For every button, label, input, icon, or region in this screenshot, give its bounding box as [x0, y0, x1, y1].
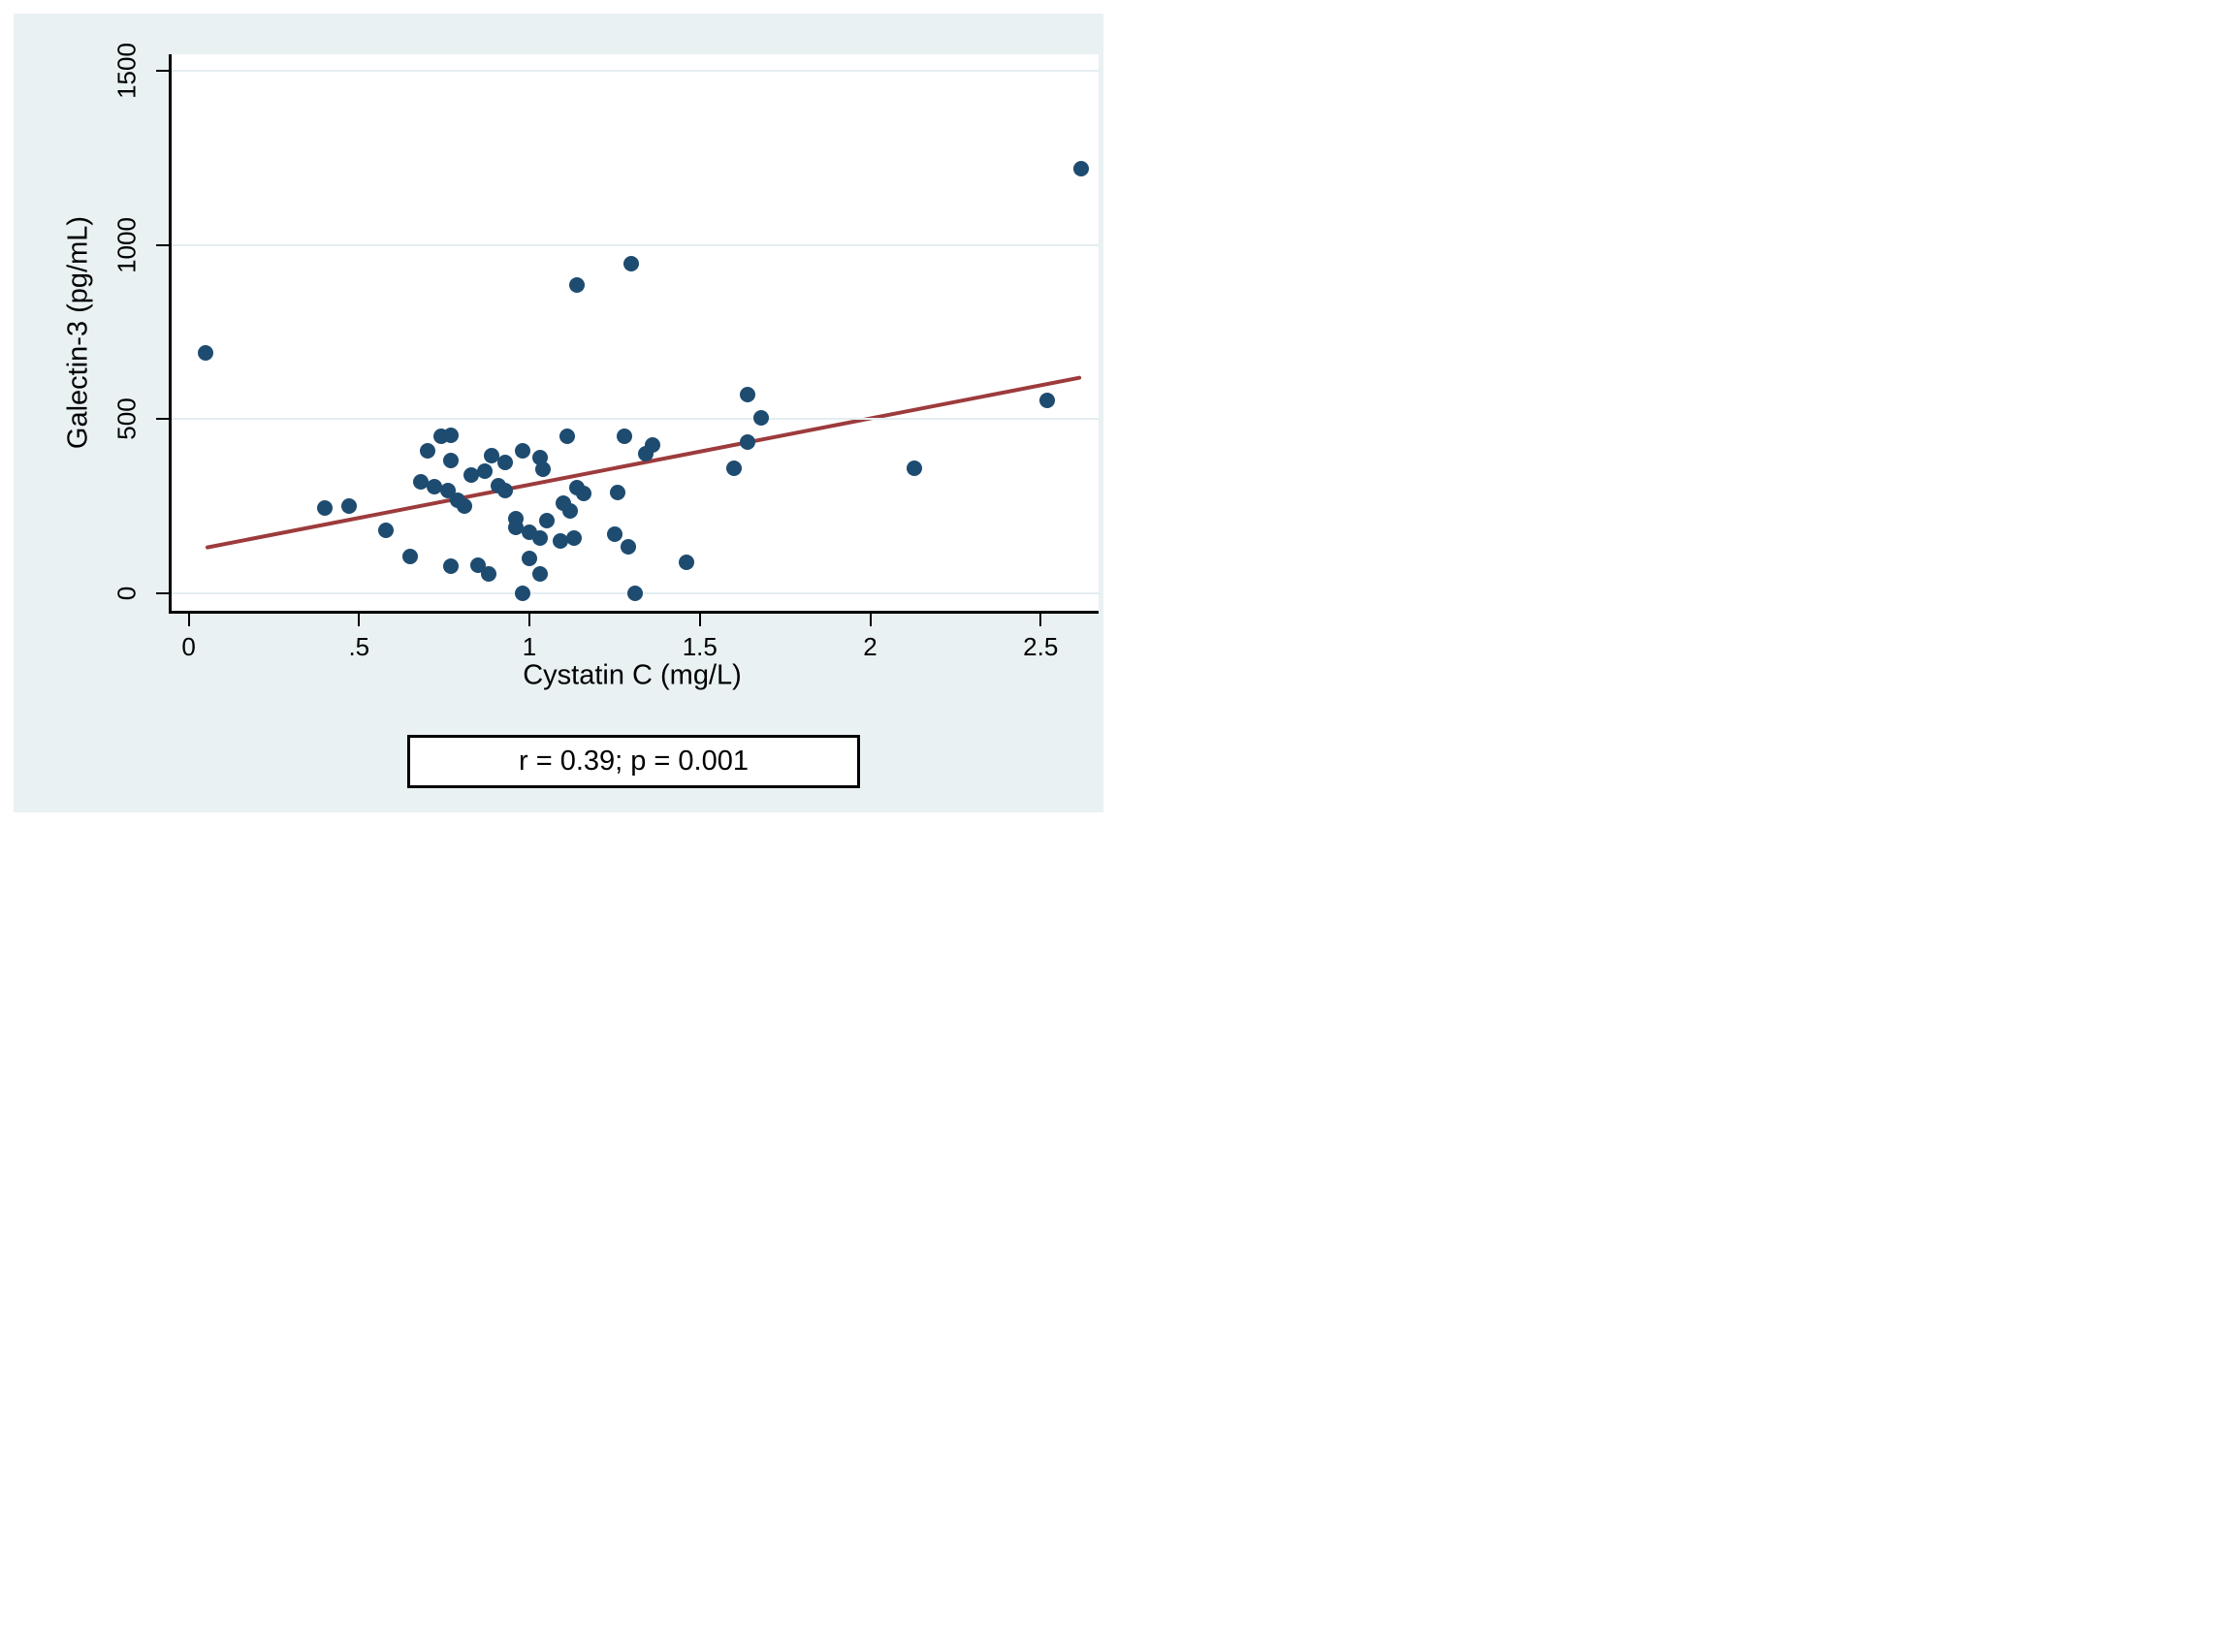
scatter-point — [576, 486, 592, 502]
scatter-point — [515, 586, 530, 602]
scatter-point — [402, 548, 419, 564]
scatter-point — [725, 460, 742, 476]
scatter-point — [739, 387, 755, 403]
y-tick — [156, 69, 169, 72]
x-tick-label: 1.5 — [682, 632, 718, 661]
scatter-point — [627, 586, 643, 602]
y-tick-label: 1500 — [112, 42, 142, 99]
y-tick-label: 500 — [112, 397, 142, 441]
figure-panel: 0 500 1000 1500 0 .5 1 1.5 2 2.5 Galectin-3 (pg/m… — [14, 14, 1103, 812]
y-gridline — [172, 69, 1099, 72]
scatter-point — [558, 429, 575, 445]
scatter-point — [317, 499, 334, 516]
scatter-point — [477, 463, 494, 480]
scatter-point — [484, 448, 500, 464]
x-axis-title: Cystatin C (mg/L) — [523, 659, 742, 691]
scatter-point — [907, 460, 923, 476]
scatter-point — [610, 484, 626, 500]
scatter-point — [198, 345, 214, 362]
scatter-point — [497, 482, 514, 498]
scatter-point — [515, 442, 530, 459]
scatter-point — [1073, 160, 1090, 176]
caption-text: r = 0.39; p = 0.001 — [518, 746, 749, 777]
y-tick — [156, 418, 169, 421]
y-axis-title: Galectin-3 (pg/mL) — [62, 215, 94, 450]
scatter-point — [565, 529, 582, 546]
x-tick — [528, 614, 531, 626]
y-gridline — [172, 418, 1099, 421]
scatter-point — [753, 409, 770, 426]
scatter-point — [443, 428, 460, 444]
scatter-point — [538, 512, 555, 528]
scatter-point — [522, 551, 538, 567]
scatter-point — [412, 474, 429, 490]
scatter-point — [378, 523, 395, 539]
scatter-point — [552, 533, 568, 550]
x-tick-label: .5 — [348, 632, 370, 661]
y-gridline — [172, 243, 1099, 246]
x-tick-label: 0 — [181, 632, 196, 661]
scatter-point — [507, 519, 524, 535]
regression-line — [205, 375, 1082, 550]
scatter-point — [443, 453, 460, 469]
scatter-point — [644, 437, 660, 454]
x-tick-label: 2.5 — [1023, 632, 1059, 661]
x-tick-label: 1 — [522, 632, 537, 661]
scatter-point — [480, 566, 496, 583]
scatter-point — [443, 558, 460, 575]
scatter-point — [531, 566, 548, 583]
scatter-point — [535, 461, 552, 478]
scatter-point — [1039, 393, 1056, 409]
scatter-point — [606, 525, 622, 542]
y-tick-label: 1000 — [112, 216, 142, 273]
x-tick — [1039, 614, 1042, 626]
plot-area: 0 500 1000 1500 0 .5 1 1.5 2 2.5 — [112, 43, 1099, 661]
scatter-point — [497, 455, 514, 471]
scatter-point — [562, 502, 579, 519]
y-tick — [156, 243, 169, 246]
scatter-point — [617, 429, 633, 445]
scatter-point — [678, 554, 694, 570]
scatter-point — [620, 538, 636, 555]
scatter-point — [426, 479, 442, 495]
scatter-point — [457, 498, 473, 515]
y-tick-label: 0 — [112, 586, 142, 601]
scatter-point — [739, 433, 755, 450]
y-tick — [156, 592, 169, 595]
scatter-point — [340, 498, 357, 515]
scatter-point — [531, 529, 548, 546]
x-tick — [869, 614, 872, 626]
scatter-point — [569, 276, 586, 293]
x-tick-label: 2 — [863, 632, 878, 661]
x-tick — [187, 614, 190, 626]
figure-canvas: 0 500 1000 1500 0 .5 1 1.5 2 2.5 Galectin-3 (pg/m… — [0, 0, 1117, 826]
x-tick — [358, 614, 361, 626]
scatter-point — [463, 466, 480, 483]
scatter-point — [623, 256, 640, 272]
caption-box: r = 0.39; p = 0.001 — [407, 735, 860, 788]
scatter-point — [419, 442, 435, 459]
scatter-point — [531, 449, 548, 465]
x-tick — [698, 614, 701, 626]
